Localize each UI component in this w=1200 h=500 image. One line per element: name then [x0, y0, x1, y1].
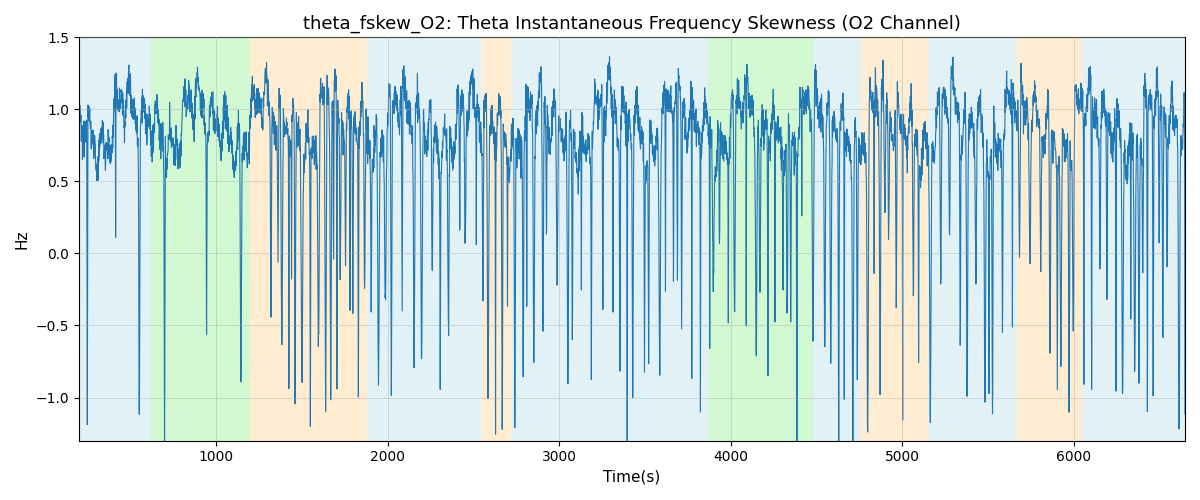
Bar	[511, 38, 692, 440]
Bar	[1082, 38, 1184, 440]
Bar	[367, 38, 482, 440]
Title: theta_fskew_O2: Theta Instantaneous Frequency Skewness (O2 Channel): theta_fskew_O2: Theta Instantaneous Freq…	[304, 15, 961, 34]
Bar	[151, 38, 251, 440]
Bar	[708, 38, 812, 440]
Bar	[812, 38, 860, 440]
Bar	[692, 38, 708, 440]
X-axis label: Time(s): Time(s)	[604, 470, 660, 485]
Bar	[860, 38, 928, 440]
Bar	[79, 38, 151, 440]
Y-axis label: Hz: Hz	[14, 230, 30, 249]
Bar	[482, 38, 511, 440]
Bar	[251, 38, 367, 440]
Bar	[1016, 38, 1082, 440]
Bar	[928, 38, 1016, 440]
